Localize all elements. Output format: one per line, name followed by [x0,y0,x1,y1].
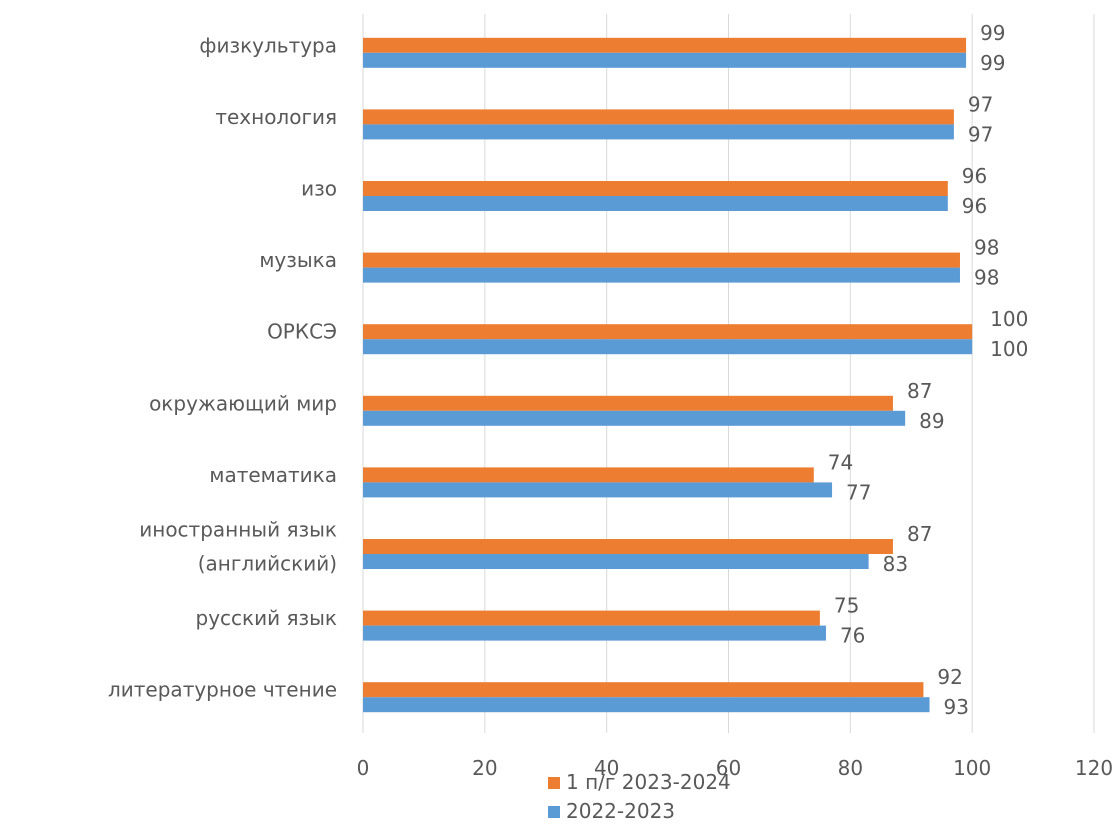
bar-series2 [363,554,869,569]
category-label: изо [301,177,337,201]
category-label: музыка [259,248,337,272]
data-label: 98 [974,266,999,290]
legend-swatch [548,777,560,789]
bar-series1 [363,539,893,554]
data-label: 96 [962,194,987,218]
x-tick-label: 120 [1075,756,1113,780]
data-label: 92 [937,665,962,689]
bar-series2 [363,339,973,355]
category-label: ОРКСЭ [267,320,337,344]
x-tick-label: 100 [953,756,991,780]
data-label: 100 [990,307,1028,331]
bar-series1 [363,682,924,698]
category-label: физкультура [199,33,337,57]
data-label: 100 [990,337,1028,361]
category-label: окружающий мир [149,391,337,415]
legend-label: 1 п/г 2023-2024 [566,770,731,794]
data-label: 83 [883,552,908,576]
data-label: 89 [919,409,944,433]
legend-swatch [548,806,560,818]
x-tick-label: 40 [594,756,619,780]
data-label: 96 [962,164,987,188]
category-label: русский язык [196,606,338,630]
data-label: 99 [980,21,1005,45]
bar-series1 [363,395,893,411]
data-label: 75 [834,594,859,618]
bar-series2 [363,52,967,68]
bar-series2 [363,625,826,641]
data-label: 98 [974,236,999,260]
data-label: 97 [968,92,993,116]
bars [363,37,973,713]
bar-series1 [363,37,967,53]
data-label: 77 [846,480,871,504]
legend-label: 2022-2023 [566,799,675,823]
bar-series1 [363,181,948,196]
data-label: 87 [907,522,932,546]
data-label: 99 [980,51,1005,75]
category-label: иностранный язык [139,518,337,542]
x-tick-label: 0 [357,756,370,780]
bar-series2 [363,267,960,283]
bar-series2 [363,196,948,211]
x-tick-label: 60 [716,756,741,780]
bar-series1 [363,252,960,268]
bar-series2 [363,482,833,498]
x-tick-label: 80 [838,756,863,780]
data-label: 87 [907,379,932,403]
bar-series2 [363,410,906,426]
x-tick-label: 20 [472,756,497,780]
category-label: литературное чтение [108,678,337,702]
data-labels: 92 93 75 76 87 83 74 77 87 89 100 100 98 98 96 96 97 97 99… [828,21,1029,719]
bar-series2 [363,124,954,140]
legend: 1 п/г 2023-2024 2022-2023 [548,770,731,823]
category-label: технология [215,105,337,129]
x-axis-tick-labels: 0 20 40 60 80 100 120 [357,756,1113,780]
category-labels: литературное чтение русский язык иностранн… [108,33,337,701]
bar-series1 [363,610,820,626]
category-label: математика [209,463,337,487]
bar-series1 [363,467,814,483]
bar-series1 [363,109,954,125]
bar-series2 [363,697,930,713]
bar-series1 [363,324,973,340]
category-label: (английский) [198,552,337,576]
data-label: 97 [968,122,993,146]
data-label: 93 [944,695,969,719]
data-label: 74 [828,450,853,474]
data-label: 76 [840,624,865,648]
